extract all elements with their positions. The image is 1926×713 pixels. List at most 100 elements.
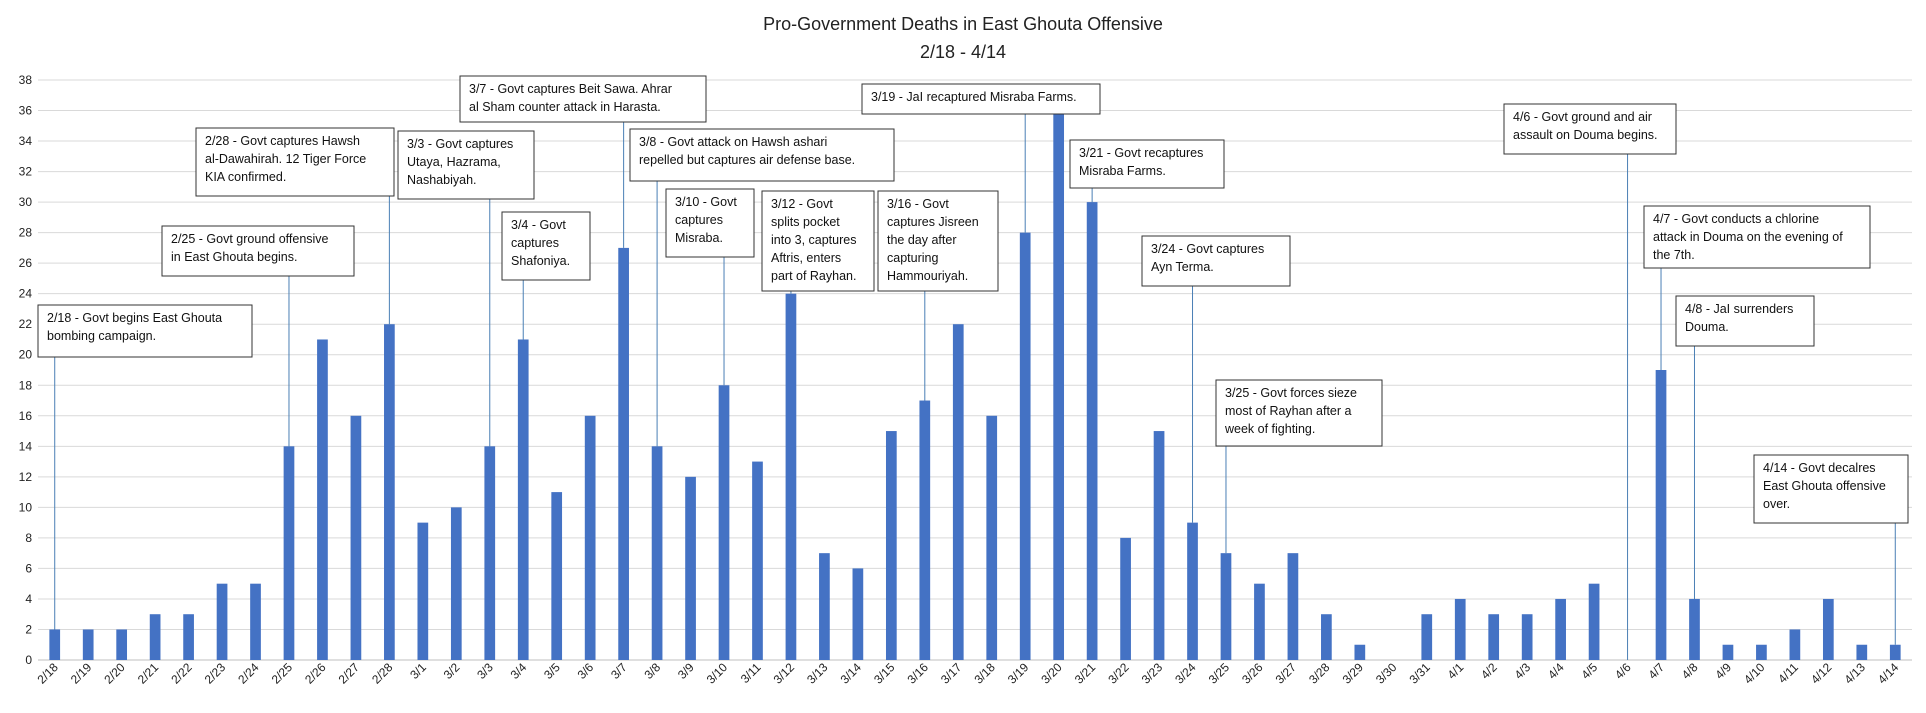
bar [1822, 598, 1834, 660]
bar [919, 400, 931, 660]
bar [1053, 110, 1065, 661]
annotation-text: 2/28 - Govt captures Hawsh [205, 134, 360, 148]
bar [1120, 537, 1131, 660]
annotation-box [629, 128, 895, 182]
y-tick-label: 32 [19, 165, 33, 179]
bar [1354, 644, 1366, 660]
annotation-text: 3/24 - Govt captures [1151, 242, 1264, 256]
annotation-text: Misraba. [675, 231, 723, 245]
y-tick-label: 26 [19, 256, 33, 270]
bar [718, 385, 730, 660]
chart-subtitle: 2/18 - 4/14 [920, 42, 1006, 62]
annotation-box [761, 190, 875, 292]
y-tick-label: 0 [25, 653, 32, 667]
annotation-box [1215, 379, 1383, 447]
annotation-text: into 3, captures [771, 233, 856, 247]
annotation-text: capturing [887, 251, 938, 265]
annotation-text: Nashabiyah. [407, 173, 477, 187]
bar [149, 614, 161, 660]
bar [484, 446, 496, 660]
annotation-text: Utaya, Hazrama, [407, 155, 501, 169]
y-tick-label: 14 [19, 439, 33, 453]
bar [1555, 598, 1566, 660]
annotation-text: 3/16 - Govt [887, 197, 949, 211]
annotation-text: 2/18 - Govt begins East Ghouta [47, 311, 222, 325]
annotation-text: Ayn Terma. [1151, 260, 1214, 274]
y-tick-label: 10 [19, 500, 33, 514]
annotation-text: the 7th. [1653, 248, 1695, 262]
bar [1488, 614, 1500, 660]
annotation-text: most of Rayhan after a [1225, 404, 1352, 418]
y-tick-label: 2 [25, 622, 32, 636]
annotation-box [195, 127, 395, 197]
annotation-text: East Ghouta offensive [1763, 479, 1886, 493]
bar [1689, 598, 1700, 660]
bar [1187, 522, 1198, 660]
bar [1856, 644, 1868, 660]
y-tick-label: 18 [19, 378, 33, 392]
annotation-text: 3/3 - Govt captures [407, 137, 513, 151]
bar [752, 461, 763, 660]
annotation-text: in East Ghouta begins. [171, 250, 297, 264]
bar [1220, 553, 1232, 660]
annotation-text: Misraba Farms. [1079, 164, 1166, 178]
annotation-text: 3/10 - Govt [675, 195, 737, 209]
annotation-text: 4/6 - Govt ground and air [1513, 110, 1652, 124]
bar [1521, 614, 1533, 660]
y-tick-label: 38 [19, 73, 33, 87]
bar [216, 583, 228, 660]
y-tick-label: 34 [19, 134, 33, 148]
bar [417, 522, 429, 660]
annotation-text: bombing campaign. [47, 329, 156, 343]
annotation-text: week of fighting. [1224, 422, 1315, 436]
bar [1722, 644, 1734, 660]
bars [49, 110, 1901, 661]
annotation-text: captures [675, 213, 723, 227]
bar [116, 629, 128, 660]
bar [1421, 614, 1433, 660]
annotation-text: 3/25 - Govt forces sieze [1225, 386, 1357, 400]
bar [1454, 598, 1466, 660]
annotation-box [459, 75, 707, 123]
bar [1019, 232, 1031, 660]
annotation-text: 3/19 - JaI recaptured Misraba Farms. [871, 90, 1077, 104]
annotation-text: splits pocket [771, 215, 840, 229]
bar [1153, 431, 1165, 660]
annotation-text: Douma. [1685, 320, 1729, 334]
y-tick-label: 24 [19, 287, 33, 301]
annotation-box [397, 130, 535, 200]
bar [584, 415, 596, 660]
annotation-box [665, 188, 755, 258]
annotation-box [1141, 235, 1291, 287]
bar [183, 614, 194, 660]
annotation-text: 3/7 - Govt captures Beit Sawa. Ahrar [469, 82, 672, 96]
chart-title: Pro-Government Deaths in East Ghouta Off… [763, 14, 1163, 34]
annotation-text: attack in Douma on the evening of [1653, 230, 1843, 244]
bar [1756, 644, 1767, 660]
annotation-box [1753, 454, 1909, 524]
bar [250, 583, 261, 660]
annotation-box [877, 190, 999, 292]
annotation-text: 4/8 - JaI surrenders [1685, 302, 1793, 316]
bar [819, 553, 830, 660]
y-tick-label: 30 [19, 195, 33, 209]
annotation-text: assault on Douma begins. [1513, 128, 1658, 142]
annotation-text: Hammouriyah. [887, 269, 968, 283]
annotation-box [161, 225, 355, 277]
bar [986, 415, 998, 660]
bar [1086, 202, 1098, 660]
annotation-text: captures [511, 236, 559, 250]
bar [1889, 644, 1901, 660]
annotation-text: 2/25 - Govt ground offensive [171, 232, 329, 246]
bar [350, 415, 362, 660]
y-tick-label: 6 [25, 561, 32, 575]
bar [952, 324, 964, 660]
annotation-text: the day after [887, 233, 957, 247]
bar [517, 339, 529, 660]
annotation-box [1069, 139, 1225, 189]
annotation-text: KIA confirmed. [205, 170, 286, 184]
y-tick-label: 28 [19, 226, 33, 240]
bar [450, 507, 462, 660]
annotation-text: 4/7 - Govt conducts a chlorine [1653, 212, 1819, 226]
